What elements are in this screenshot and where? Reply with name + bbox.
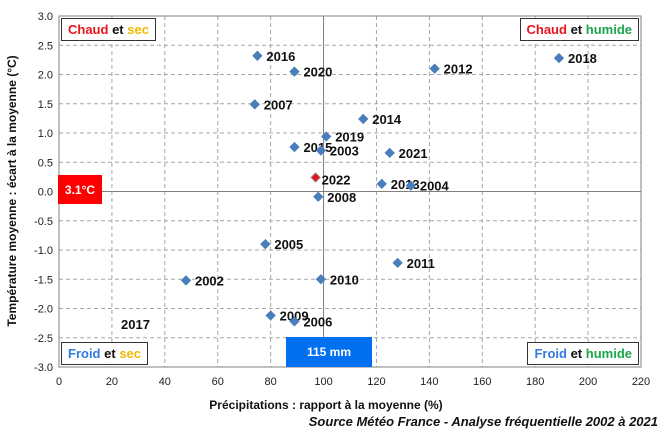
x-axis-title: Précipitations : rapport à la moyenne (%…	[209, 398, 442, 412]
point-2010	[315, 274, 327, 285]
point-2021	[384, 147, 395, 159]
point-label-2015: 2015	[303, 140, 332, 155]
point-label-2006: 2006	[303, 314, 332, 329]
point-2016	[252, 50, 263, 61]
y-tick-label-3: -1.5	[34, 274, 53, 286]
point-2007	[249, 99, 260, 110]
point-label-2010: 2010	[330, 272, 359, 287]
x-tick-label-7: 140	[420, 376, 438, 388]
x-tick-label-5: 100	[314, 376, 332, 388]
point-2020	[289, 66, 300, 77]
x-tick-label-3: 60	[212, 376, 224, 388]
point-2009	[265, 310, 276, 321]
x-tick-label-10: 200	[579, 376, 597, 388]
point-label-2013: 2013	[391, 177, 420, 192]
x-tick-label-4: 80	[265, 376, 277, 388]
point-2006	[289, 316, 300, 327]
point-label-2011: 2011	[407, 256, 435, 271]
y-tick-label-12: 3.0	[38, 11, 53, 23]
y-tick-label-8: 1.0	[38, 128, 53, 140]
point-2015	[289, 141, 300, 153]
x-tick-label-8: 160	[473, 376, 491, 388]
quadrant-cold-wet-joiner: et	[570, 346, 583, 361]
x-tick-label-0: 0	[56, 376, 62, 388]
quadrant-hot-wet-joiner: et	[570, 22, 583, 37]
point-label-2022: 2022	[322, 172, 351, 187]
quadrant-hot-wet-word2: humide	[585, 22, 632, 37]
x-tick-label-6: 120	[367, 376, 385, 388]
quadrant-cold-dry-word2: sec	[119, 346, 142, 361]
point-label-2020: 2020	[303, 65, 332, 80]
point-label-2012: 2012	[444, 62, 473, 77]
point-label-2007: 2007	[264, 97, 293, 112]
point-label-2005: 2005	[274, 237, 303, 252]
x-tick-label-1: 20	[106, 376, 118, 388]
quadrant-cold-wet-word2: humide	[585, 346, 632, 361]
point-2008	[313, 191, 324, 202]
quadrant-hot-dry: Chaud et sec	[61, 18, 156, 41]
y-tick-label-1: -2.5	[34, 333, 53, 345]
y-tick-label-6: 0.0	[38, 187, 53, 199]
quadrant-hot-dry-joiner: et	[112, 22, 124, 37]
point-2003	[315, 145, 327, 156]
point-2002	[180, 275, 192, 286]
point-label-2014: 2014	[372, 112, 402, 127]
quadrant-hot-dry-word1: Chaud	[68, 22, 109, 37]
quadrant-cold-dry: Froid et sec	[61, 342, 149, 365]
label-2017: 2017	[121, 317, 150, 332]
point-label-2003: 2003	[330, 144, 359, 159]
point-2004	[405, 180, 417, 191]
quadrant-cold-dry-joiner: et	[104, 346, 116, 361]
point-2022	[310, 172, 321, 183]
precipitation-value-box: 115 mm	[286, 337, 372, 367]
y-tick-label-0: -3.0	[34, 362, 53, 374]
point-2011	[392, 257, 403, 269]
point-label-2004: 2004	[420, 179, 450, 194]
y-tick-labels: -3.0 -2.5 -2.0 -1.5 -1.0 -0.5 0.0 0.5 1.0 1.5 2.0 2…	[34, 11, 53, 374]
y-tick-label-7: 0.5	[38, 157, 53, 169]
point-label-2021: 2021	[399, 146, 428, 161]
x-tick-labels: 0 20 40 60 80 100 120 140 160 180 200 220	[56, 376, 650, 388]
y-axis-title: Température moyenne : écart à la moyenne…	[5, 55, 19, 326]
point-label-2018: 2018	[568, 51, 597, 66]
point-2013	[376, 178, 387, 190]
source-note: Source Météo France - Analyse fréquentie…	[308, 414, 658, 429]
point-label-2008: 2008	[327, 190, 356, 205]
y-tick-label-4: -1.0	[34, 245, 53, 257]
point-label-2002: 2002	[195, 273, 224, 288]
quadrant-hot-dry-word2: sec	[127, 22, 149, 37]
y-tick-label-11: 2.5	[38, 40, 53, 52]
point-label-2009: 2009	[280, 309, 309, 324]
x-tick-label-9: 180	[526, 376, 544, 388]
quadrant-hot-wet-word1: Chaud	[526, 22, 567, 37]
quadrant-cold-wet-word1: Froid	[534, 346, 567, 361]
point-2012	[429, 63, 440, 74]
quadrant-cold-wet: Froid et humide	[527, 342, 639, 365]
point-label-2016: 2016	[266, 49, 295, 64]
point-2019	[321, 131, 332, 142]
quadrant-hot-wet: Chaud et humide	[519, 18, 639, 41]
point-2014	[358, 113, 369, 125]
point-2018	[553, 52, 565, 64]
x-tick-label-11: 220	[632, 376, 650, 388]
point-label-2019: 2019	[335, 130, 364, 145]
point-2005	[260, 238, 271, 250]
y-tick-label-2: -2.0	[34, 304, 53, 316]
y-tick-label-10: 2.0	[38, 70, 53, 82]
y-tick-label-9: 1.5	[38, 99, 53, 111]
quadrant-cold-dry-word1: Froid	[68, 346, 101, 361]
temperature-value-box: 3.1°C	[58, 175, 102, 204]
y-tick-label-5: -0.5	[34, 216, 53, 228]
x-tick-label-2: 40	[159, 376, 171, 388]
